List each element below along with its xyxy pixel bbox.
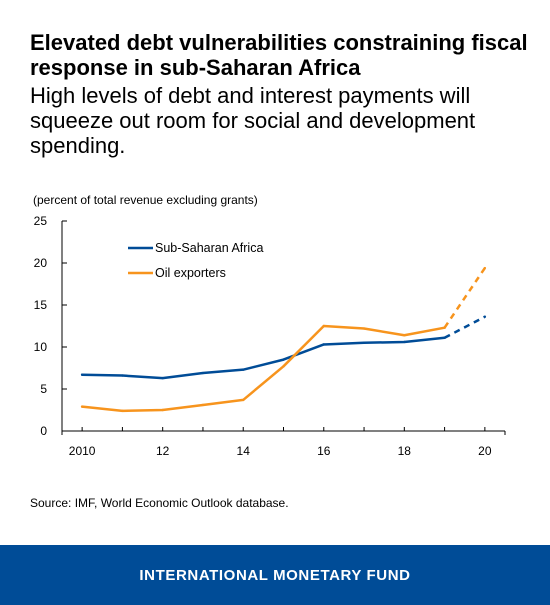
source-note: Source: IMF, World Economic Outlook data…: [30, 496, 289, 510]
data-point: [80, 405, 84, 408]
chart-subtitle: High levels of debt and interest payment…: [30, 83, 476, 158]
data-point: [362, 341, 366, 344]
x-tick-label: 16: [317, 444, 331, 458]
series-layer: [80, 266, 487, 413]
data-point: [242, 368, 245, 371]
data-point: [121, 409, 124, 413]
y-tick-label: 15: [34, 298, 48, 312]
y-tick-label: 0: [40, 424, 47, 438]
x-tick-label: 18: [398, 444, 412, 458]
series-line-1: [80, 324, 446, 413]
data-point: [362, 327, 366, 330]
y-tick-label: 5: [40, 382, 47, 396]
imf-wordmark: INTERNATIONAL MONETARY FUND: [139, 566, 411, 584]
chart-area: (percent of total revenue excluding gran…: [0, 185, 550, 480]
x-tick-label: 12: [156, 444, 170, 458]
chart-title: Elevated debt vulnerabilities constraini…: [30, 30, 528, 80]
data-point: [282, 358, 285, 361]
data-point: [443, 326, 446, 329]
data-point: [322, 324, 325, 328]
data-point: [201, 371, 205, 375]
line-chart: (percent of total revenue excluding gran…: [33, 193, 506, 458]
x-tick-label: 20: [478, 444, 492, 458]
y-tick-label: 20: [34, 256, 48, 270]
data-point: [443, 336, 446, 339]
y-axis-unit-label: (percent of total revenue excluding gran…: [33, 193, 258, 207]
data-point: [80, 373, 84, 376]
legend-label: Sub-Saharan Africa: [155, 241, 263, 255]
data-point: [242, 398, 245, 402]
data-point: [161, 376, 164, 380]
data-point: [403, 340, 406, 344]
data-point: [483, 315, 487, 318]
series-projection-line-1: [443, 267, 486, 329]
data-point: [403, 334, 406, 337]
legend-label: Oil exporters: [155, 266, 226, 280]
x-tick-label: 2010: [69, 444, 96, 458]
data-point: [282, 365, 285, 368]
axes: 0 5 10 15 20 25 2010 12 14 16 18 20: [34, 214, 506, 458]
data-point: [201, 403, 205, 407]
x-tick-label: 14: [237, 444, 251, 458]
data-point: [483, 266, 487, 270]
legend: Sub-Saharan Africa Oil exporters: [128, 241, 263, 280]
data-point: [322, 343, 325, 346]
data-point: [161, 408, 164, 412]
footer-banner: INTERNATIONAL MONETARY FUND: [0, 545, 550, 605]
data-point: [121, 374, 124, 377]
y-tick-label: 25: [34, 214, 48, 228]
series-line-0: [80, 336, 446, 380]
y-tick-label: 10: [34, 340, 48, 354]
series-projection-line-0: [444, 315, 486, 339]
